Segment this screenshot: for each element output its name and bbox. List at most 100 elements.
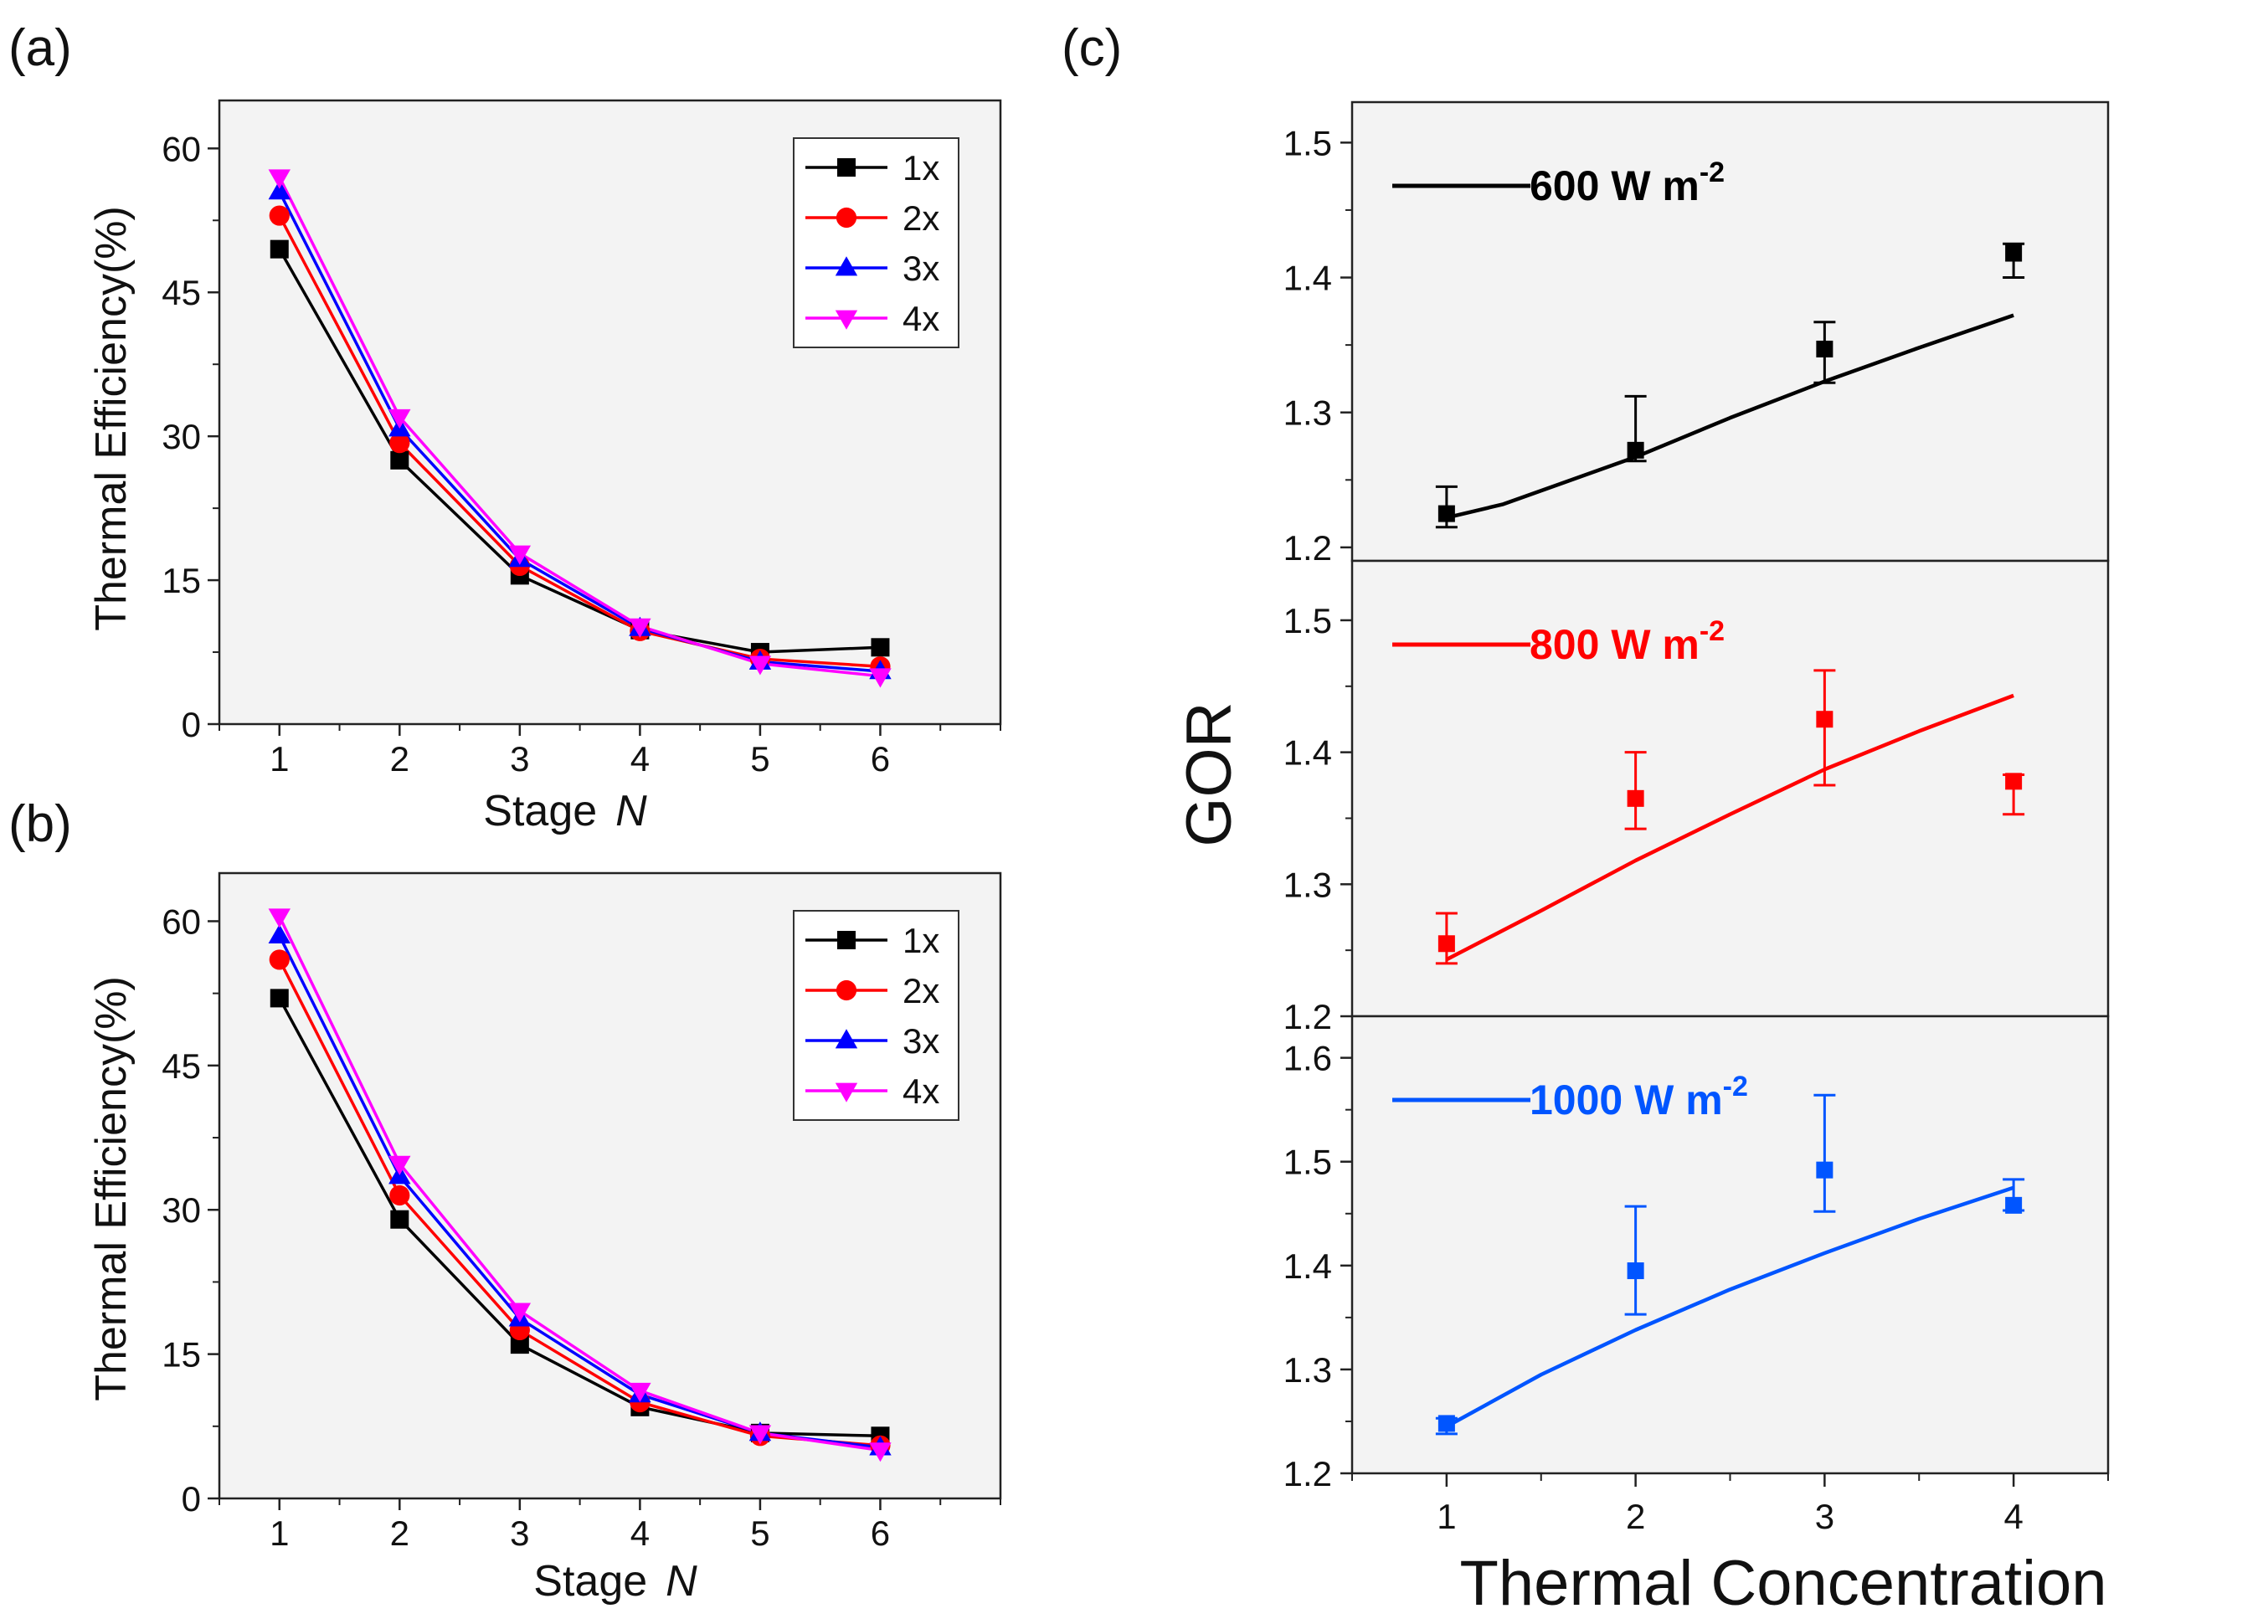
panel-a-ylabel: Thermal Efficiency(%) — [87, 206, 136, 631]
panel-a-ytick-label: 0 — [182, 705, 201, 744]
panel-a-point-4x — [629, 618, 651, 638]
panel-a-legend-label: 1x — [903, 148, 939, 188]
panel-c-sub1-point — [1816, 340, 1833, 357]
panel-b-point-4x — [629, 1382, 651, 1403]
panel-b-xtick-label: 5 — [750, 1514, 769, 1553]
panel-c-sub3-annotation: 1000 W m-2 — [1530, 1071, 1748, 1123]
panel-c-sub1-ytick-label: 1.5 — [1283, 123, 1332, 162]
panel-a-xtick-label: 1 — [270, 739, 289, 779]
panel-b-point-4x — [268, 908, 291, 928]
panel-c-sub1-ytick-label: 1.4 — [1283, 259, 1332, 298]
panel-a-legend-label: 3x — [903, 249, 939, 288]
panel-b-ytick-label: 30 — [162, 1190, 201, 1230]
panel-c-sub2-frame — [1350, 559, 2110, 1018]
panel-c-sub1-model-line — [1446, 313, 2014, 520]
panel-b-legend-label: 2x — [903, 971, 939, 1010]
panel-a-legend-label: 4x — [903, 299, 939, 338]
panel-c-sub2-ytick-label: 1.3 — [1283, 865, 1332, 904]
panel-c-sub3-ytick-label: 1.6 — [1283, 1039, 1332, 1078]
panel-a-xtick-label: 6 — [871, 739, 890, 779]
panel-b-legend-marker — [836, 979, 857, 1001]
panel-a-series-line-2x — [278, 214, 881, 668]
panel-a-point-2x — [269, 205, 290, 226]
panel-a-xtick-label: 4 — [630, 739, 650, 779]
panel-c-sub1-ytick-label: 1.2 — [1283, 528, 1332, 568]
panel-a-point-4x — [268, 169, 291, 189]
panel-b-xtick-label: 1 — [270, 1514, 289, 1553]
panel-b-series-line-4x — [278, 915, 881, 1452]
panel-b-xtick-label: 2 — [390, 1514, 409, 1553]
panel-c-xlabel: Thermal Concentration — [1459, 1548, 2106, 1619]
panel-c-sub3-ytick-label: 1.4 — [1283, 1246, 1332, 1286]
panel-c-sub3-frame — [1350, 1015, 2110, 1475]
panel-b-point-1x — [270, 989, 289, 1008]
panel-c-sub2-point — [1816, 711, 1833, 728]
panel-b-xtick-label: 6 — [871, 1514, 890, 1553]
panel-a-point-4x — [869, 668, 892, 688]
panel-c-sub1-point — [2005, 244, 2023, 262]
panel-c-sub1-point — [1627, 441, 1644, 459]
panel-c-xtick-label: 1 — [1437, 1497, 1456, 1536]
panel-a-legend-marker — [835, 310, 858, 330]
panel-a-point-4x — [508, 545, 532, 565]
panel-c-letter: (c) — [1062, 19, 1122, 77]
panel-c-ylabel: GOR — [1174, 702, 1245, 846]
panel-b-legend-label: 4x — [903, 1072, 939, 1111]
panel-c-sub1-frame — [1350, 100, 2110, 563]
panel-b-point-4x — [388, 1155, 411, 1175]
panel-c-xtick-label: 4 — [2003, 1497, 2023, 1536]
panel-a-point-4x — [388, 409, 411, 429]
panel-c-sub2-ytick-label: 1.4 — [1283, 733, 1332, 773]
panel-c-sub3-point — [1437, 1415, 1455, 1432]
panel-a-ytick-label: 15 — [162, 561, 201, 600]
panel-b-point-2x — [389, 1185, 410, 1206]
panel-a-ytick-label: 60 — [162, 129, 201, 168]
panel-c-sub3-point — [1627, 1262, 1644, 1280]
panel-b-xlabel: Stage N — [533, 1557, 697, 1606]
panel-a-ytick-label: 30 — [162, 417, 201, 456]
panel-a-series-line-4x — [278, 176, 881, 678]
panel-c-sub1-ytick-label: 1.3 — [1283, 393, 1332, 433]
panel-b-point-4x — [508, 1303, 532, 1323]
panel-b-point-4x — [869, 1442, 892, 1462]
panel-b-ylabel: Thermal Efficiency(%) — [87, 976, 136, 1401]
panel-a-point-1x — [390, 450, 409, 470]
panel-c-sub3-point — [2005, 1196, 2023, 1214]
panel-c-sub2-ytick-label: 1.5 — [1283, 601, 1332, 640]
panel-c-sub3-ytick-label: 1.3 — [1283, 1350, 1332, 1390]
panel-b-series-line-1x — [278, 997, 881, 1438]
panel-c-xtick-label: 2 — [1626, 1497, 1645, 1536]
panel-a-xtick-label: 2 — [390, 739, 409, 779]
panel-c-sub2-ytick-label: 1.2 — [1283, 997, 1332, 1036]
panel-b-point-2x — [269, 949, 290, 970]
panel-b-legend-box — [793, 910, 959, 1121]
panel-b-letter: (b) — [8, 795, 72, 853]
panel-a-ytick-label: 45 — [162, 273, 201, 312]
panel-c-sub1-annotation: 600 W m-2 — [1530, 157, 1725, 209]
panel-a-point-2x — [389, 433, 410, 454]
panel-a-legend-marker — [835, 256, 858, 276]
panel-b-legend-marker — [835, 1029, 858, 1049]
panel-a-point-1x — [871, 638, 890, 657]
panel-b-legend-marker — [837, 931, 856, 949]
panel-a-point-3x — [268, 180, 291, 200]
panel-b-legend-marker — [835, 1082, 858, 1102]
panel-b-xtick-label: 4 — [630, 1514, 650, 1553]
panel-b-xtick-label: 3 — [510, 1514, 529, 1553]
panel-a-point-1x — [270, 239, 289, 259]
panel-a-series-line-1x — [278, 248, 881, 654]
panel-a-legend-marker — [837, 158, 856, 177]
panel-c-sub1-point — [1437, 505, 1455, 522]
panel-c-sub3-ytick-label: 1.5 — [1283, 1143, 1332, 1182]
panel-c-sub3-ytick-label: 1.2 — [1283, 1454, 1332, 1493]
panel-b-point-1x — [510, 1335, 529, 1354]
panel-c-sub2-point — [1627, 789, 1644, 807]
panel-c-sub2-point — [1437, 935, 1455, 953]
panel-b-point-4x — [748, 1425, 772, 1445]
panel-b-ytick-label: 45 — [162, 1046, 201, 1086]
panel-a-letter: (a) — [8, 19, 72, 77]
panel-b-ytick-label: 15 — [162, 1335, 201, 1375]
panel-a-xtick-label: 3 — [510, 739, 529, 779]
